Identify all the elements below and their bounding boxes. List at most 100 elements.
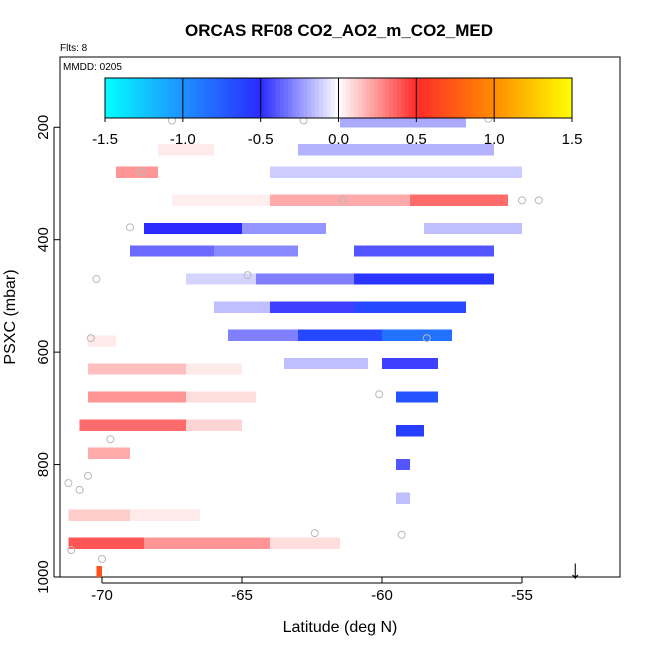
sample-point: [75, 485, 84, 494]
heatmap-cell: [340, 116, 466, 128]
heatmap-cell: [382, 357, 438, 369]
heatmap-cell: [410, 194, 508, 206]
colorbar-swatch: [143, 78, 149, 118]
colorbar-swatch: [568, 78, 573, 118]
heatmap-cell: [88, 335, 116, 347]
colorbar-swatch: [299, 78, 305, 118]
colorbar-swatch: [533, 78, 538, 118]
colorbar-swatch: [377, 78, 382, 118]
colorbar-swatch: [365, 78, 371, 118]
heatmap-cell: [354, 245, 494, 257]
colorbar-swatch: [221, 78, 227, 118]
colorbar-swatch: [494, 78, 499, 118]
colorbar-swatch: [163, 78, 168, 118]
colorbar-swatch: [420, 78, 425, 118]
heatmap-cell: [284, 357, 368, 369]
colorbar-swatch: [276, 78, 281, 118]
colorbar-swatch: [334, 78, 340, 118]
x-tick-label: -60: [371, 587, 393, 604]
colorbar-swatch: [513, 78, 519, 118]
colorbar-swatch: [260, 78, 266, 118]
colorbar-swatch: [108, 78, 114, 118]
colorbar-swatch: [206, 78, 211, 118]
colorbar-swatch: [225, 78, 231, 118]
sample-point: [64, 479, 73, 488]
colorbar-swatch: [171, 78, 176, 118]
sample-point: [518, 196, 526, 205]
colorbar-swatch: [252, 78, 258, 118]
heatmap-cell: [298, 329, 382, 341]
colorbar-swatch: [210, 78, 215, 118]
colorbar-swatch: [128, 78, 133, 118]
colorbar: -1.5 -1.0 -0.5 0.0 0.5 1.0 1.5: [92, 77, 582, 148]
sample-point: [397, 530, 406, 539]
heatmap-cell: [88, 447, 130, 459]
colorbar-tick-label: -1.0: [170, 131, 196, 148]
heatmap-cell: [144, 537, 270, 549]
y-axis: 200 400 600 800 1000: [35, 115, 60, 594]
colorbar-swatch: [280, 78, 285, 118]
colorbar-swatch: [112, 78, 118, 118]
sample-point: [310, 529, 319, 538]
colorbar-swatch: [159, 78, 164, 118]
colorbar-swatch: [315, 78, 320, 118]
heatmap-cell: [242, 222, 326, 235]
colorbar-swatch: [498, 78, 503, 118]
heatmap-cell: [396, 425, 424, 437]
colorbar-swatch: [241, 78, 246, 118]
colorbar-swatch: [428, 78, 433, 118]
colorbar-swatch: [319, 78, 324, 118]
heatmap-cell: [382, 329, 452, 341]
sample-point: [137, 168, 146, 177]
colorbar-swatch: [136, 78, 141, 118]
y-axis-label: PSXC (mbar): [2, 269, 19, 364]
heatmap-cell: [270, 166, 522, 178]
colorbar-swatch: [272, 78, 277, 118]
colorbar-tick-label: -1.5: [92, 131, 118, 148]
sample-point: [338, 196, 347, 205]
colorbar-swatch: [544, 78, 550, 118]
heatmap-cell: [256, 273, 354, 285]
colorbar-swatch: [167, 78, 172, 118]
colorbar-swatch: [151, 78, 157, 118]
colorbar-swatch: [229, 78, 235, 118]
colorbar-swatch: [540, 78, 546, 118]
colorbar-swatch: [245, 78, 250, 118]
heatmap-cell: [270, 194, 410, 206]
heatmap-cell: [68, 509, 130, 521]
x-tick-label: -65: [231, 587, 253, 604]
sample-point: [422, 334, 431, 343]
x-axis: -70 -65 -60 -55: [91, 577, 533, 604]
colorbar-swatch: [564, 78, 569, 118]
heatmap-cell: [144, 222, 242, 235]
colorbar-swatch: [132, 78, 137, 118]
heatmap-cell: [354, 301, 466, 313]
chart-title: ORCAS RF08 CO2_AO2_m_CO2_MED: [185, 21, 493, 40]
arrow-marker: ↓: [569, 554, 582, 584]
colorbar-swatch: [470, 78, 476, 118]
colorbar-swatch: [182, 78, 188, 118]
colorbar-swatch: [439, 78, 445, 118]
heatmap: [68, 116, 522, 577]
sample-point: [86, 334, 95, 343]
colorbar-swatch: [447, 78, 452, 118]
colorbar-swatch: [373, 78, 379, 118]
heatmap-cell: [88, 363, 186, 375]
heatmap-cell: [79, 419, 186, 431]
colorbar-swatch: [385, 78, 390, 118]
colorbar-swatch: [124, 78, 129, 118]
y-tick-label: 600: [35, 340, 52, 365]
colorbar-swatch: [311, 78, 316, 118]
colorbar-tick-label: 0.0: [328, 131, 349, 148]
colorbar-swatch: [478, 78, 484, 118]
colorbar-swatch: [155, 78, 161, 118]
colorbar-swatch: [482, 78, 487, 118]
colorbar-swatch: [147, 78, 153, 118]
colorbar-swatch: [529, 78, 534, 118]
colorbar-swatch: [213, 78, 219, 118]
colorbar-swatch: [256, 78, 262, 118]
colorbar-swatch: [186, 78, 192, 118]
colorbar-swatch: [486, 78, 491, 118]
heatmap-cell: [214, 245, 298, 257]
